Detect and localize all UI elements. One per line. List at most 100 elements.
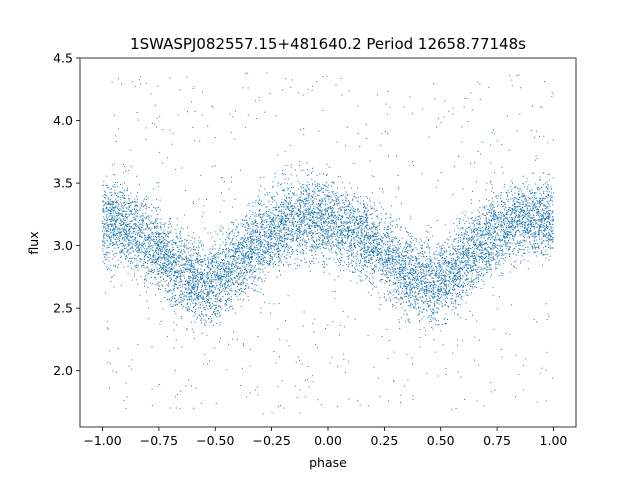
data-point: [392, 282, 394, 283]
data-point: [170, 218, 172, 219]
data-point: [288, 247, 290, 249]
data-point: [373, 226, 374, 228]
data-point: [206, 300, 208, 302]
data-point: [492, 236, 494, 237]
data-point: [220, 271, 222, 273]
data-point: [383, 253, 385, 255]
data-point: [226, 263, 228, 264]
data-point: [187, 302, 189, 304]
data-point: [467, 267, 468, 269]
data-point: [342, 230, 344, 232]
data-point: [419, 321, 420, 323]
data-point: [543, 203, 545, 205]
data-point: [126, 189, 128, 191]
data-point: [188, 275, 190, 277]
data-point: [269, 247, 271, 249]
data-point: [405, 261, 407, 263]
data-point: [281, 213, 282, 215]
data-point: [471, 281, 473, 283]
data-point: [387, 226, 389, 228]
data-point: [179, 257, 181, 258]
data-point: [377, 230, 379, 232]
data-point: [112, 250, 113, 252]
data-point: [141, 264, 143, 266]
data-point: [327, 244, 329, 246]
data-point: [155, 261, 157, 263]
data-point: [220, 262, 222, 264]
data-point: [215, 295, 217, 297]
data-point: [214, 248, 216, 250]
data-point: [518, 230, 519, 232]
data-point: [513, 201, 515, 203]
data-point: [505, 257, 507, 258]
data-point: [162, 254, 164, 256]
data-point: [518, 202, 520, 204]
data-point: [178, 284, 180, 286]
data-point: [254, 254, 256, 256]
data-point: [258, 252, 260, 254]
data-point: [273, 253, 275, 255]
data-point: [191, 286, 193, 288]
data-point: [225, 257, 227, 259]
data-point: [255, 236, 257, 238]
data-point: [129, 203, 131, 205]
data-point: [135, 222, 137, 224]
data-point: [172, 256, 174, 258]
data-point: [183, 296, 185, 297]
data-point: [320, 211, 322, 213]
data-point: [547, 189, 549, 191]
data-point: [400, 283, 402, 285]
data-point: [434, 304, 436, 306]
data-point: [369, 198, 371, 200]
data-point: [402, 273, 404, 274]
data-point: [342, 265, 344, 267]
data-point: [307, 174, 308, 176]
data-point: [238, 283, 240, 285]
data-point: [474, 236, 475, 238]
data-point: [438, 243, 440, 245]
data-point: [163, 269, 165, 271]
data-point: [367, 232, 369, 234]
data-point: [382, 260, 384, 262]
data-point: [281, 261, 283, 263]
data-point: [102, 261, 104, 263]
data-point: [286, 217, 288, 219]
data-point: [287, 237, 289, 239]
data-point: [167, 255, 169, 257]
data-point: [497, 264, 499, 265]
data-point: [408, 299, 410, 301]
data-point: [360, 276, 362, 278]
data-point: [470, 199, 472, 201]
data-point: [299, 210, 300, 212]
data-point: [159, 268, 161, 270]
data-point: [273, 227, 275, 229]
data-point: [300, 237, 301, 238]
data-point: [227, 265, 229, 267]
data-point: [244, 237, 246, 239]
data-point: [304, 204, 306, 206]
data-point: [114, 231, 116, 232]
data-point: [377, 257, 378, 259]
data-point: [367, 254, 369, 256]
data-point: [457, 241, 459, 243]
data-point: [252, 265, 254, 267]
data-point: [467, 250, 469, 252]
data-point: [393, 269, 395, 271]
data-point: [348, 221, 349, 223]
data-point: [412, 268, 414, 270]
data-point: [524, 222, 526, 224]
data-point: [194, 283, 196, 285]
data-point: [224, 245, 226, 247]
data-point: [318, 235, 320, 237]
data-point: [387, 260, 389, 262]
data-point: [433, 293, 435, 295]
data-point: [360, 280, 362, 282]
data-point: [468, 250, 470, 252]
data-point: [193, 246, 194, 248]
data-point: [524, 224, 526, 226]
data-point: [300, 259, 302, 261]
data-point: [430, 315, 432, 317]
data-point: [147, 266, 149, 268]
data-point: [226, 275, 227, 277]
data-point: [256, 254, 258, 256]
